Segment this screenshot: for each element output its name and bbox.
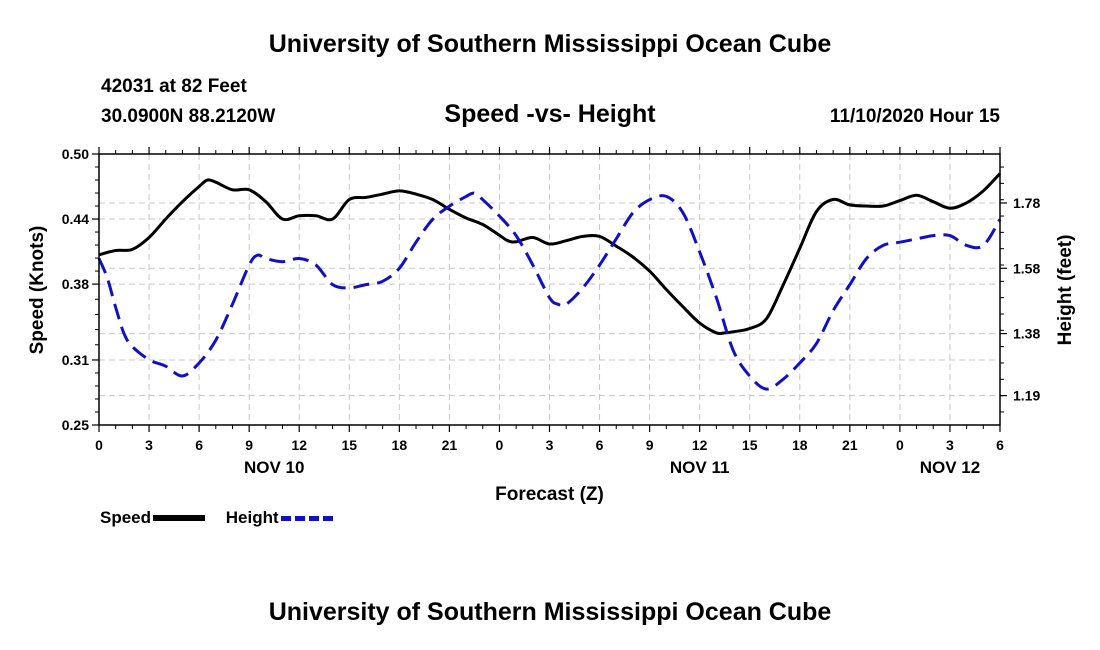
x-tick-label: 15	[341, 437, 357, 453]
x-tick-label: 6	[996, 437, 1004, 453]
y-tick-label: 0.50	[62, 146, 89, 162]
x-tick-label: 21	[842, 437, 858, 453]
day-label: NOV 11	[670, 458, 730, 477]
y-tick-label: 0.38	[62, 276, 89, 292]
y-tick-label: 0.31	[62, 352, 89, 368]
x-tick-label: 6	[596, 437, 604, 453]
x-tick-label: 3	[546, 437, 554, 453]
coordinates-label: 30.0900N 88.2120W	[101, 106, 276, 127]
chart-title: Speed -vs- Height	[444, 100, 656, 128]
x-tick-label: 3	[946, 437, 954, 453]
y-tick-label: 0.25	[62, 417, 89, 433]
x-tick-label: 0	[496, 437, 504, 453]
speed-series-line	[98, 172, 1002, 336]
legend-height-swatch	[280, 515, 333, 521]
x-tick-label: 12	[291, 437, 307, 453]
height-series-line	[97, 191, 1002, 391]
station-label: 42031 at 82 Feet	[101, 76, 247, 97]
grid	[99, 154, 1000, 425]
axes: 0 3 6 9 12 15 18 21 0 3 6 9 12 15 18 21 0 3 6 NOV 10 NOV 11 N…	[62, 146, 1041, 477]
footer-title: University of Southern Mississippi Ocean…	[268, 598, 832, 626]
series-lines	[97, 172, 1002, 391]
x-axis-label: Forecast (Z)	[495, 484, 604, 505]
y2-axis-label: Height (feet)	[1055, 235, 1076, 346]
x-tick-label: 0	[95, 437, 103, 453]
x-tick-label: 12	[692, 437, 708, 453]
y2-tick-label: 1.78	[1013, 195, 1040, 211]
day-label: NOV 12	[920, 458, 980, 477]
x-tick-label: 21	[442, 437, 458, 453]
x-tick-label: 18	[792, 437, 808, 453]
legend: Speed Height	[100, 508, 349, 528]
legend-item-speed: Speed	[100, 508, 206, 528]
legend-item-height: Height	[226, 508, 333, 528]
y2-tick-label: 1.58	[1013, 260, 1040, 276]
header-title: University of Southern Mississippi Ocean…	[268, 30, 832, 58]
x-tick-label: 18	[392, 437, 408, 453]
datetime-label: 11/10/2020 Hour 15	[829, 106, 1000, 127]
y-axis-label: Speed (Knots)	[27, 226, 48, 355]
legend-speed-label: Speed	[100, 508, 152, 527]
x-tick-label: 15	[742, 437, 758, 453]
x-tick-label: 9	[245, 437, 253, 453]
legend-height-label: Height	[225, 508, 279, 527]
x-tick-label: 3	[145, 437, 153, 453]
y2-tick-label: 1.38	[1013, 326, 1040, 342]
legend-speed-swatch	[153, 515, 206, 521]
y2-tick-label: 1.19	[1013, 388, 1040, 404]
x-tick-label: 6	[195, 437, 203, 453]
y-tick-label: 0.44	[62, 211, 89, 227]
day-label: NOV 10	[244, 458, 304, 477]
x-tick-label: 0	[896, 437, 904, 453]
x-tick-label: 9	[646, 437, 654, 453]
